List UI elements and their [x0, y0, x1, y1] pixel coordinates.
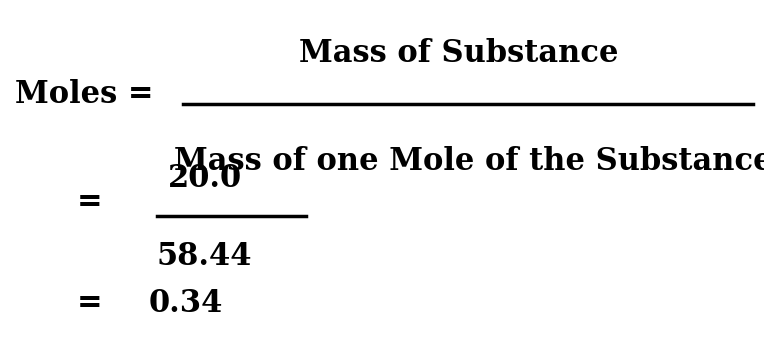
Text: 20.0: 20.0 — [168, 163, 242, 194]
Text: =: = — [76, 288, 102, 319]
Text: 0.34: 0.34 — [149, 288, 223, 319]
Text: 58.44: 58.44 — [157, 241, 252, 272]
Text: Mass of one Mole of the Substance: Mass of one Mole of the Substance — [174, 146, 764, 177]
Text: =: = — [76, 187, 102, 218]
Text: Mass of Substance: Mass of Substance — [299, 38, 618, 69]
Text: Moles =: Moles = — [15, 79, 154, 110]
